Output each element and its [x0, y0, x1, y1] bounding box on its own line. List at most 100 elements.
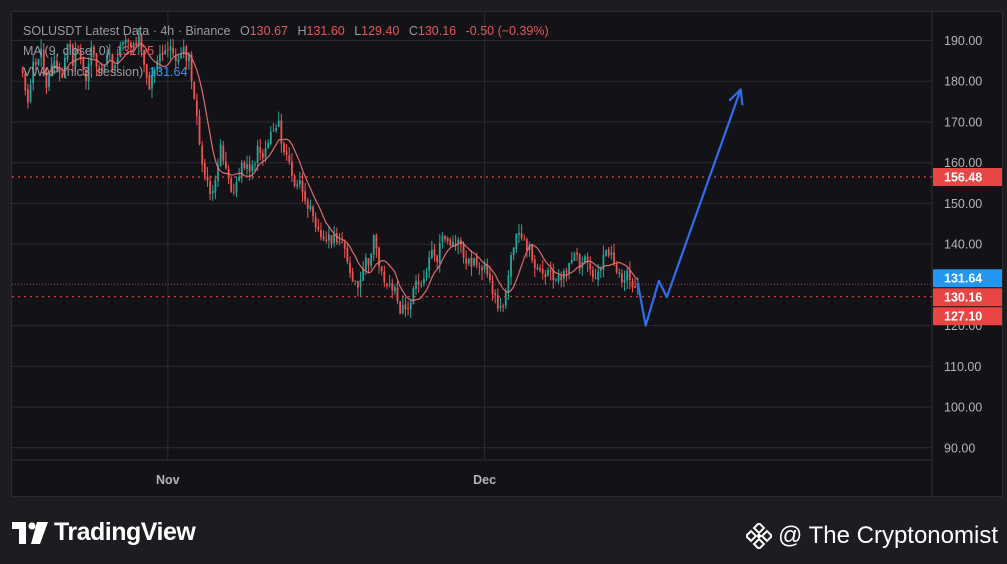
candle-body	[425, 272, 428, 278]
candle-body	[520, 233, 523, 239]
vwap-legend[interactable]: VWAP (hlc3, session) 131.64	[23, 65, 187, 79]
candle-body	[27, 89, 29, 103]
open-label: O	[240, 24, 250, 38]
candle-body	[605, 250, 607, 256]
candle-body	[597, 271, 600, 280]
candle-body	[225, 161, 227, 169]
candle-body	[269, 131, 272, 144]
candle-body	[66, 43, 69, 60]
candle-body	[90, 46, 93, 66]
candle-body	[240, 163, 243, 178]
projection-arrowhead	[728, 88, 744, 106]
candle-body	[467, 258, 470, 264]
binance-diamond-icon	[746, 523, 772, 549]
candle-body	[544, 274, 547, 278]
candle-body	[124, 39, 127, 44]
candle-body	[275, 127, 277, 131]
candle-body	[243, 162, 246, 168]
candle-body	[378, 247, 380, 267]
candle-body	[436, 255, 439, 262]
candle-body	[560, 276, 563, 280]
candle-body	[380, 266, 383, 271]
candle-body	[21, 68, 24, 74]
y-tick-label: 190.00	[944, 34, 982, 48]
candle-body	[248, 163, 251, 172]
candle-body	[238, 176, 241, 181]
ma-legend[interactable]: MA (9, close, 0) 132.05	[23, 44, 154, 58]
candle-body	[309, 205, 312, 210]
candle-body	[312, 206, 314, 217]
candle-body	[446, 237, 449, 242]
candle-body	[364, 257, 367, 270]
candle-body	[594, 278, 597, 280]
candle-body	[533, 259, 536, 268]
candle-body	[573, 253, 576, 261]
candle-body	[623, 280, 626, 283]
candle-body	[256, 145, 259, 163]
symbol-label[interactable]: SOLUSDT Latest Data · 4h · Binance	[23, 24, 231, 38]
candle-body	[24, 73, 27, 91]
candle-body	[420, 284, 423, 286]
candle-body	[79, 51, 82, 60]
candle-body	[452, 241, 454, 247]
candle-body	[444, 235, 446, 240]
candle-body	[206, 176, 209, 181]
candle-body	[153, 70, 156, 75]
price-badge	[933, 168, 1002, 187]
chart-panel[interactable]: 190.00 180.00 170.00 160.00 150.00 140.00 120.…	[11, 11, 1003, 497]
candle-body	[201, 145, 204, 165]
candle-body	[272, 130, 275, 132]
candle-body	[525, 239, 528, 251]
price-badge	[933, 269, 1002, 288]
candle-body	[304, 191, 307, 202]
projection-path	[636, 89, 742, 327]
candle-body	[599, 269, 602, 271]
candle-body	[143, 50, 145, 65]
candlestick-chart[interactable]: 190.00180.00170.00160.00150.00140.00120.…	[12, 12, 1003, 497]
y-tick-label: 140.00	[944, 238, 982, 252]
low-label: L	[354, 24, 362, 38]
candle-body	[462, 244, 465, 258]
vwap-value: 131.64	[149, 65, 188, 79]
candle-body	[383, 271, 386, 283]
candle-body	[393, 287, 396, 292]
candle-body	[370, 253, 373, 266]
candle-body	[172, 47, 175, 54]
candle-body	[61, 72, 64, 78]
candle-body	[129, 42, 132, 48]
candle-body	[280, 120, 283, 144]
candle-body	[301, 181, 304, 193]
price-badge	[933, 307, 1002, 326]
candle-body	[320, 230, 322, 238]
candle-body	[602, 254, 605, 270]
candle-body	[53, 60, 56, 67]
y-tick-label: 90.00	[944, 441, 975, 455]
candle-body	[40, 48, 43, 58]
candle-body	[193, 81, 196, 100]
candle-body	[325, 239, 328, 242]
candle-body	[507, 275, 510, 292]
candle-body	[140, 34, 143, 52]
candle-body	[494, 293, 497, 296]
candle-body	[77, 49, 79, 51]
candle-body	[34, 62, 37, 65]
candle-body	[615, 264, 618, 273]
candle-body	[362, 269, 365, 281]
candle-body	[119, 45, 122, 58]
candle-body	[122, 42, 124, 46]
candle-body	[417, 281, 420, 285]
candle-body	[570, 259, 573, 263]
candle-body	[621, 273, 623, 283]
candle-body	[283, 143, 285, 153]
candle-body	[217, 165, 219, 181]
candle-body	[277, 120, 280, 127]
candle-body	[108, 53, 111, 55]
candle-body	[372, 234, 375, 255]
candle-body	[628, 270, 631, 281]
candle-body	[388, 283, 391, 285]
candle-body	[190, 54, 193, 82]
candle-body	[293, 176, 296, 186]
candle-body	[618, 272, 621, 274]
candle-body	[151, 75, 153, 89]
candle-body	[100, 67, 103, 73]
